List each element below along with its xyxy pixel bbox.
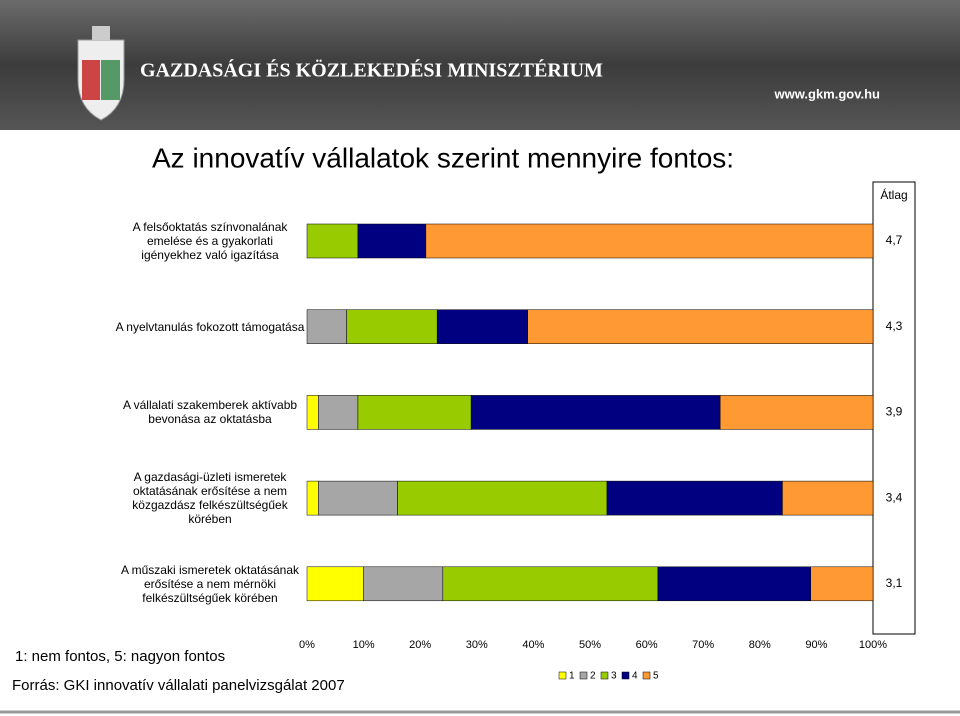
x-tick-label: 80% xyxy=(749,639,771,651)
x-tick-label: 50% xyxy=(579,639,601,651)
bar-segment xyxy=(306,566,364,602)
x-tick-label: 0% xyxy=(299,639,315,651)
legend-label: 3 xyxy=(611,671,617,682)
average-value: 4,7 xyxy=(886,233,903,247)
bar-segment xyxy=(306,223,359,259)
bar-segment xyxy=(397,480,608,516)
average-value: 3,4 xyxy=(886,490,903,504)
bar-segment xyxy=(606,480,783,516)
bar-segment xyxy=(442,566,659,602)
average-value: 4,3 xyxy=(886,319,903,333)
x-tick-label: 100% xyxy=(859,639,887,651)
legend-swatch xyxy=(558,671,567,680)
bar-segment xyxy=(357,395,472,430)
bar-segment xyxy=(527,309,874,344)
x-tick-label: 70% xyxy=(692,639,714,651)
legend-label: 2 xyxy=(590,671,596,682)
x-tick-label: 10% xyxy=(353,639,375,651)
average-value: 3,9 xyxy=(886,405,903,419)
bar-segment xyxy=(782,480,874,516)
x-tick-label: 90% xyxy=(805,639,827,651)
bar-segment xyxy=(306,480,319,516)
bar-segment xyxy=(306,395,319,430)
logo xyxy=(77,26,125,121)
bar-segment xyxy=(436,309,528,344)
source: Forrás: GKI innovatív vállalati panelviz… xyxy=(12,677,345,694)
ministry-name: GAZDASÁGI ÉS KÖZLEKEDÉSI MINISZTÉRIUM xyxy=(140,59,603,82)
legend-label: 1 xyxy=(569,671,575,682)
bar-segment xyxy=(318,480,398,516)
bar-segment xyxy=(346,309,438,344)
bar-segment xyxy=(363,566,444,602)
legend-swatch xyxy=(642,671,651,680)
category-label: A műszaki ismeretek oktatásának erősítés… xyxy=(120,562,300,605)
category-label: A vállalati szakemberek aktívabb bevonás… xyxy=(122,398,298,427)
x-tick-label: 40% xyxy=(522,639,544,651)
bar-segment xyxy=(470,395,721,430)
category-label: A felsőoktatás színvonalának emelése és … xyxy=(132,220,288,262)
category-label: A gazdasági-üzleti ismeretek oktatásának… xyxy=(132,470,288,527)
legend-swatch xyxy=(600,671,609,680)
bar-segment xyxy=(425,223,874,259)
average-value: 3,1 xyxy=(886,576,903,590)
legend-label: 4 xyxy=(632,671,638,682)
bar-segment xyxy=(357,223,427,259)
legend-swatch xyxy=(579,671,588,680)
legend-swatch xyxy=(621,671,630,680)
bar-segment xyxy=(657,566,811,602)
chart-title: Az innovatív vállalatok szerint mennyire… xyxy=(152,142,734,173)
header-banner xyxy=(0,0,960,130)
bar-segment xyxy=(719,395,874,430)
bar-segment xyxy=(810,566,874,602)
url: www.gkm.gov.hu xyxy=(774,86,881,101)
bar-segment xyxy=(318,395,359,430)
average-header: Átlag xyxy=(880,187,907,202)
legend-label: 5 xyxy=(653,671,659,682)
note: 1: nem fontos, 5: nagyon fontos xyxy=(15,648,225,665)
category-label: A nyelvtanulás fokozott támogatása xyxy=(115,319,305,334)
x-tick-label: 20% xyxy=(409,639,431,651)
x-tick-label: 30% xyxy=(466,639,488,651)
bar-segment xyxy=(306,309,347,344)
x-tick-label: 60% xyxy=(636,639,658,651)
